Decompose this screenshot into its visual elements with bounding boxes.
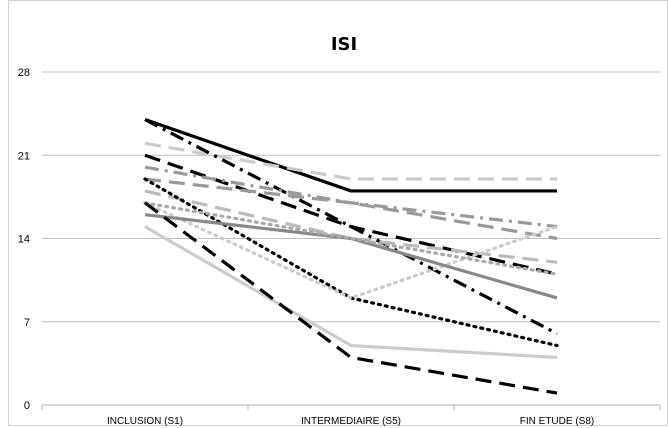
- series-line-12: [144, 225, 558, 360]
- series-line-2: [144, 141, 557, 181]
- series-lines: [143, 118, 559, 395]
- series-line-13: [144, 201, 558, 395]
- series-line-11: [143, 201, 559, 276]
- x-category-label: INCLUSION (S1): [107, 416, 183, 427]
- series-line-9: [143, 201, 559, 300]
- x-category-label: FIN ETUDE (S8): [520, 416, 594, 427]
- y-tick-label: 14: [18, 234, 30, 246]
- series-line-6: [144, 177, 558, 241]
- y-tick-label: 28: [18, 67, 30, 79]
- series-line-7: [144, 189, 558, 264]
- axes: 0 7 14 21 28 INCLUSION (S1) INTERMEDIAIRE (S5)…: [18, 67, 661, 427]
- chart-border: [8, 0, 668, 426]
- y-tick-label: 0: [24, 400, 30, 412]
- y-tick-label: 21: [18, 150, 30, 162]
- x-category-label: INTERMEDIAIRE (S5): [301, 416, 401, 427]
- y-tick-label: 7: [24, 317, 30, 329]
- chart-title: ISI: [331, 34, 357, 55]
- series-line-1: [144, 118, 557, 193]
